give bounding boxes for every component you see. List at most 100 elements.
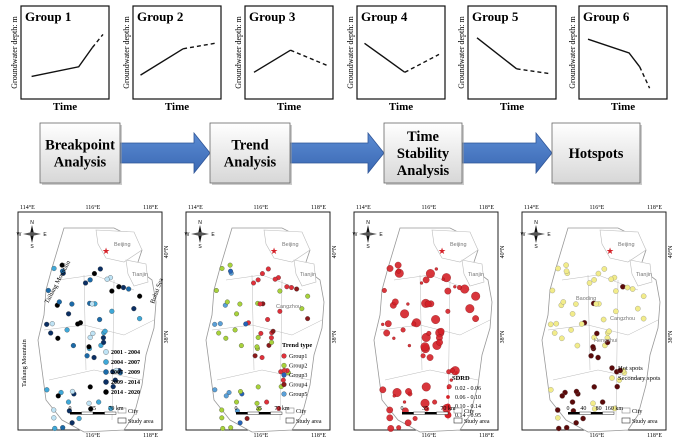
tianjin-outline [125,259,149,287]
secondary-spot [601,266,608,272]
trend-line-solid [140,48,184,76]
trend-station [238,343,244,349]
sdrd-station [392,394,396,398]
legend-item-label: 2014 - 2020 [111,390,140,396]
sdrd-station [412,416,418,421]
secondary-spot [613,308,619,315]
legend-item-label: 0.14 - 0.95 [455,413,481,419]
trend-station [228,425,234,431]
scale-bar-segment [104,411,117,415]
secondary-spot [629,286,636,292]
y-axis-label: Groundwater depth: m [457,16,466,89]
legend-swatch [445,403,451,409]
legend-swatch [103,379,109,385]
compass-s: S [534,244,538,250]
legend-study-area: Study area [296,419,322,425]
sdrd-station [405,388,412,395]
trend-station [212,387,218,393]
lon-label-top: 116°E [421,204,436,211]
hot-spot [599,399,606,405]
legend-item-label: 2007 - 2009 [111,370,140,376]
hot-spot [569,399,576,405]
secondary-spot [635,305,641,312]
sdrd-station [457,285,462,290]
breakpoint-station [84,353,90,359]
legend-item-label: 2004 - 2007 [111,360,140,366]
flow-arrow-1 [119,131,211,175]
hot-spot [594,330,600,337]
study-region: ★ Beijing Tianjin [205,227,325,433]
step-frame [39,122,121,184]
trend-station [252,353,258,359]
scale-bar-segment [602,411,615,415]
sdrd-station [441,277,445,281]
legend-item-label: 2001 - 2004 [111,350,140,356]
trend-station [223,335,229,341]
trend-station [232,327,238,333]
beijing-outline [263,229,311,263]
x-axis-label: Time [500,101,524,113]
city-label-cangzhou: Cangzhou [610,316,635,322]
lon-label-top: 114°E [188,204,203,211]
trend-station [299,306,305,312]
compass-cross-icon [191,232,209,236]
legend-city: City [296,409,306,415]
breakpoint-station [70,343,76,349]
sdrd-station [472,315,479,322]
lon-label-top: 116°E [589,204,604,211]
sdrd-station [387,425,395,432]
lon-label-bottom: 118°E [647,432,662,439]
breakpoint-station [55,393,61,399]
breakpoint-station [52,425,58,431]
legend-swatch [609,375,615,381]
hot-spot [590,344,596,350]
trend-station [270,328,276,334]
sdrd-station [426,330,432,336]
study-region: ★ Beijing Tianjin [37,227,157,433]
breakpoint-station [104,276,110,282]
breakpoint-station [51,265,57,272]
scale-label: 0 [69,406,72,412]
scale-label: 35 [256,406,262,412]
sdrd-station [392,336,396,340]
compass-e: E [43,232,47,238]
legend-swatch [281,381,287,388]
trend-station [284,284,290,290]
trend-station [217,321,223,327]
legend-item-label: Hot spots [618,365,643,372]
group-panel-6: Group 6 Groundwater depth: m Time [568,5,668,113]
lon-label-top: 114°E [524,204,539,211]
breakpoint-station [69,388,76,395]
secondary-spot [591,406,598,412]
sdrd-station [396,268,401,274]
trend-station [255,384,261,390]
sdrd-station [386,265,394,272]
city-label-tianjin: Tianjin [132,272,148,278]
legend-city: City [464,409,474,415]
secondary-spot [593,301,599,307]
city-label-cangzhou: Cangzhou [276,304,301,310]
trend-station [237,301,243,307]
breakpoint-station [59,268,66,274]
trend-line-dashed [516,68,551,75]
trend-station [272,276,278,282]
secondary-spot [595,270,602,277]
tianjin-outline [629,259,653,287]
sdrd-station [381,322,385,327]
breakpoint-station [113,367,119,374]
map-panel-1: 114°E 116°E 118°E 116°E 118°E 40°N 38°N ★ Beijin… [17,204,170,439]
lon-label-bottom: 116°E [253,432,268,439]
y-axis-label: Groundwater depth: m [234,16,243,89]
panel-title: Group 2 [137,9,183,24]
legend-swatch [103,349,109,355]
step-label: Trend [231,138,268,154]
secondary-spot [547,321,554,328]
breakpoint-station [64,327,70,333]
step-label: Stability [397,146,450,162]
breakpoint-station [91,271,97,277]
breakpoint-station [82,280,89,286]
sdrd-station [400,327,406,333]
sdrd-station [421,382,431,392]
lon-label-top: 118°E [143,204,158,211]
